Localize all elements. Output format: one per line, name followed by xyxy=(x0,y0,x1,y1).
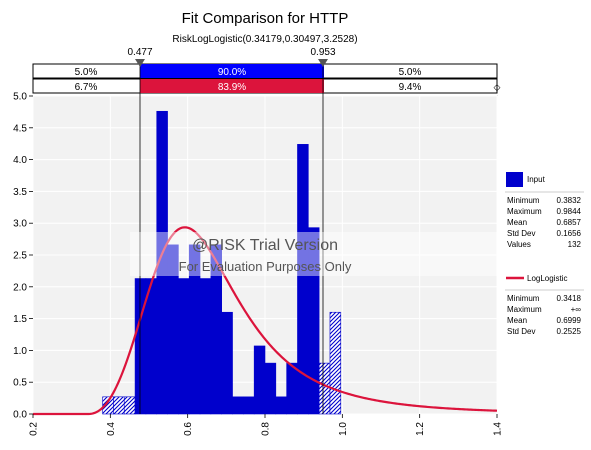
x-tick-label: 0.8 xyxy=(261,422,272,436)
x-tick-label: 0.4 xyxy=(106,422,117,436)
watermark: @RISK Trial Version For Evaluation Purpo… xyxy=(130,232,510,276)
band-input-left: 5.0% xyxy=(75,67,98,78)
y-tick-label: 1.0 xyxy=(13,346,27,357)
x-tick-label: 1.2 xyxy=(415,422,426,436)
right-delimiter-label: 0.953 xyxy=(310,47,335,58)
histogram-bar xyxy=(113,397,124,414)
band-fit-right: 9.4% xyxy=(399,82,422,93)
legend-input-swatch xyxy=(506,172,523,187)
legend-stat-label: Maximum xyxy=(507,207,542,216)
legend-stat-value: 0.2525 xyxy=(557,327,582,336)
legend-stat-label: Mean xyxy=(507,218,527,227)
chart-subtitle: RiskLogLogistic(0.34179,0.30497,3.2528) xyxy=(172,34,357,45)
left-delimiter-label: 0.477 xyxy=(127,47,152,58)
y-tick-label: 3.0 xyxy=(13,219,27,230)
legend-stat-label: Minimum xyxy=(507,196,540,205)
legend-stat-value: 0.3832 xyxy=(557,196,582,205)
legend-stat-value: 0.6857 xyxy=(557,218,582,227)
band-fit-center-label: 83.9% xyxy=(218,82,246,93)
y-axis: 0.0 0.5 1.0 1.5 2.0 2.5 3.0 3.5 4.0 4.5 5.0 xyxy=(13,92,33,421)
legend-stat-label: Values xyxy=(507,240,531,249)
legend-stat-value: 0.1656 xyxy=(557,229,582,238)
histogram-bar xyxy=(222,312,233,414)
band-input-right: 5.0% xyxy=(399,67,422,78)
histogram-bar xyxy=(330,312,341,414)
y-tick-label: 4.5 xyxy=(13,123,27,134)
histogram-bar xyxy=(265,363,276,414)
watermark-line-2: For Evaluation Purposes Only xyxy=(179,259,352,274)
histogram-bar xyxy=(287,363,298,414)
histogram-bar xyxy=(243,397,254,414)
legend-stat-value: 132 xyxy=(568,240,582,249)
histogram-bar xyxy=(200,279,211,414)
x-tick-label: 0.6 xyxy=(183,422,194,436)
legend-fit-label: LogLogistic xyxy=(527,274,567,283)
histogram-bar xyxy=(254,346,265,414)
x-tick-label: 1.0 xyxy=(338,422,349,436)
histogram-bar xyxy=(135,279,146,414)
y-tick-label: 0.5 xyxy=(13,378,27,389)
band-input-center-label: 90.0% xyxy=(218,67,246,78)
percent-bands: 5.0% 90.0% 5.0% 6.7% 83.9% 9.4% ◇ xyxy=(33,64,501,93)
legend-stat-label: Minimum xyxy=(507,294,540,303)
legend-stat-value: +∞ xyxy=(571,305,582,314)
y-tick-label: 2.0 xyxy=(13,282,27,293)
legend-fit-stats: Minimum 0.3418 Maximum +∞ Mean 0.6999 Std Dev 0… xyxy=(507,294,582,336)
band-fit-end-marker: ◇ xyxy=(494,82,501,92)
y-tick-label: 2.5 xyxy=(13,251,27,262)
chart-title: Fit Comparison for HTTP xyxy=(182,10,349,27)
x-tick-label: 0.2 xyxy=(29,422,40,436)
legend-stat-label: Mean xyxy=(507,316,527,325)
y-tick-label: 3.5 xyxy=(13,187,27,198)
legend-stat-value: 0.3418 xyxy=(557,294,582,303)
watermark-line-1: @RISK Trial Version xyxy=(192,237,338,254)
histogram-bar xyxy=(233,397,244,414)
y-tick-label: 0.0 xyxy=(13,410,27,421)
legend-stat-value: 0.9844 xyxy=(557,207,582,216)
legend-stat-label: Std Dev xyxy=(507,327,535,336)
histogram-bar xyxy=(146,279,157,414)
legend-input-stats: Minimum 0.3832 Maximum 0.9844 Mean 0.6857 Std … xyxy=(507,196,582,249)
y-tick-label: 5.0 xyxy=(13,92,27,103)
x-tick-label: 1.4 xyxy=(493,422,504,436)
legend-input-label: Input xyxy=(527,175,546,184)
x-axis: 0.2 0.4 0.6 0.8 1.0 1.2 1.4 xyxy=(29,414,504,436)
y-tick-label: 4.0 xyxy=(13,155,27,166)
legend: Input Minimum 0.3832 Maximum 0.9844 Mean 0.68… xyxy=(505,172,584,336)
legend-stat-value: 0.6999 xyxy=(557,316,582,325)
band-fit-left: 6.7% xyxy=(75,82,98,93)
histogram-bar xyxy=(276,397,287,414)
histogram-bar xyxy=(124,397,135,414)
histogram-bar xyxy=(319,363,330,414)
legend-stat-label: Maximum xyxy=(507,305,542,314)
legend-stat-label: Std Dev xyxy=(507,229,535,238)
histogram-bar xyxy=(178,279,189,414)
y-tick-label: 1.5 xyxy=(13,314,27,325)
